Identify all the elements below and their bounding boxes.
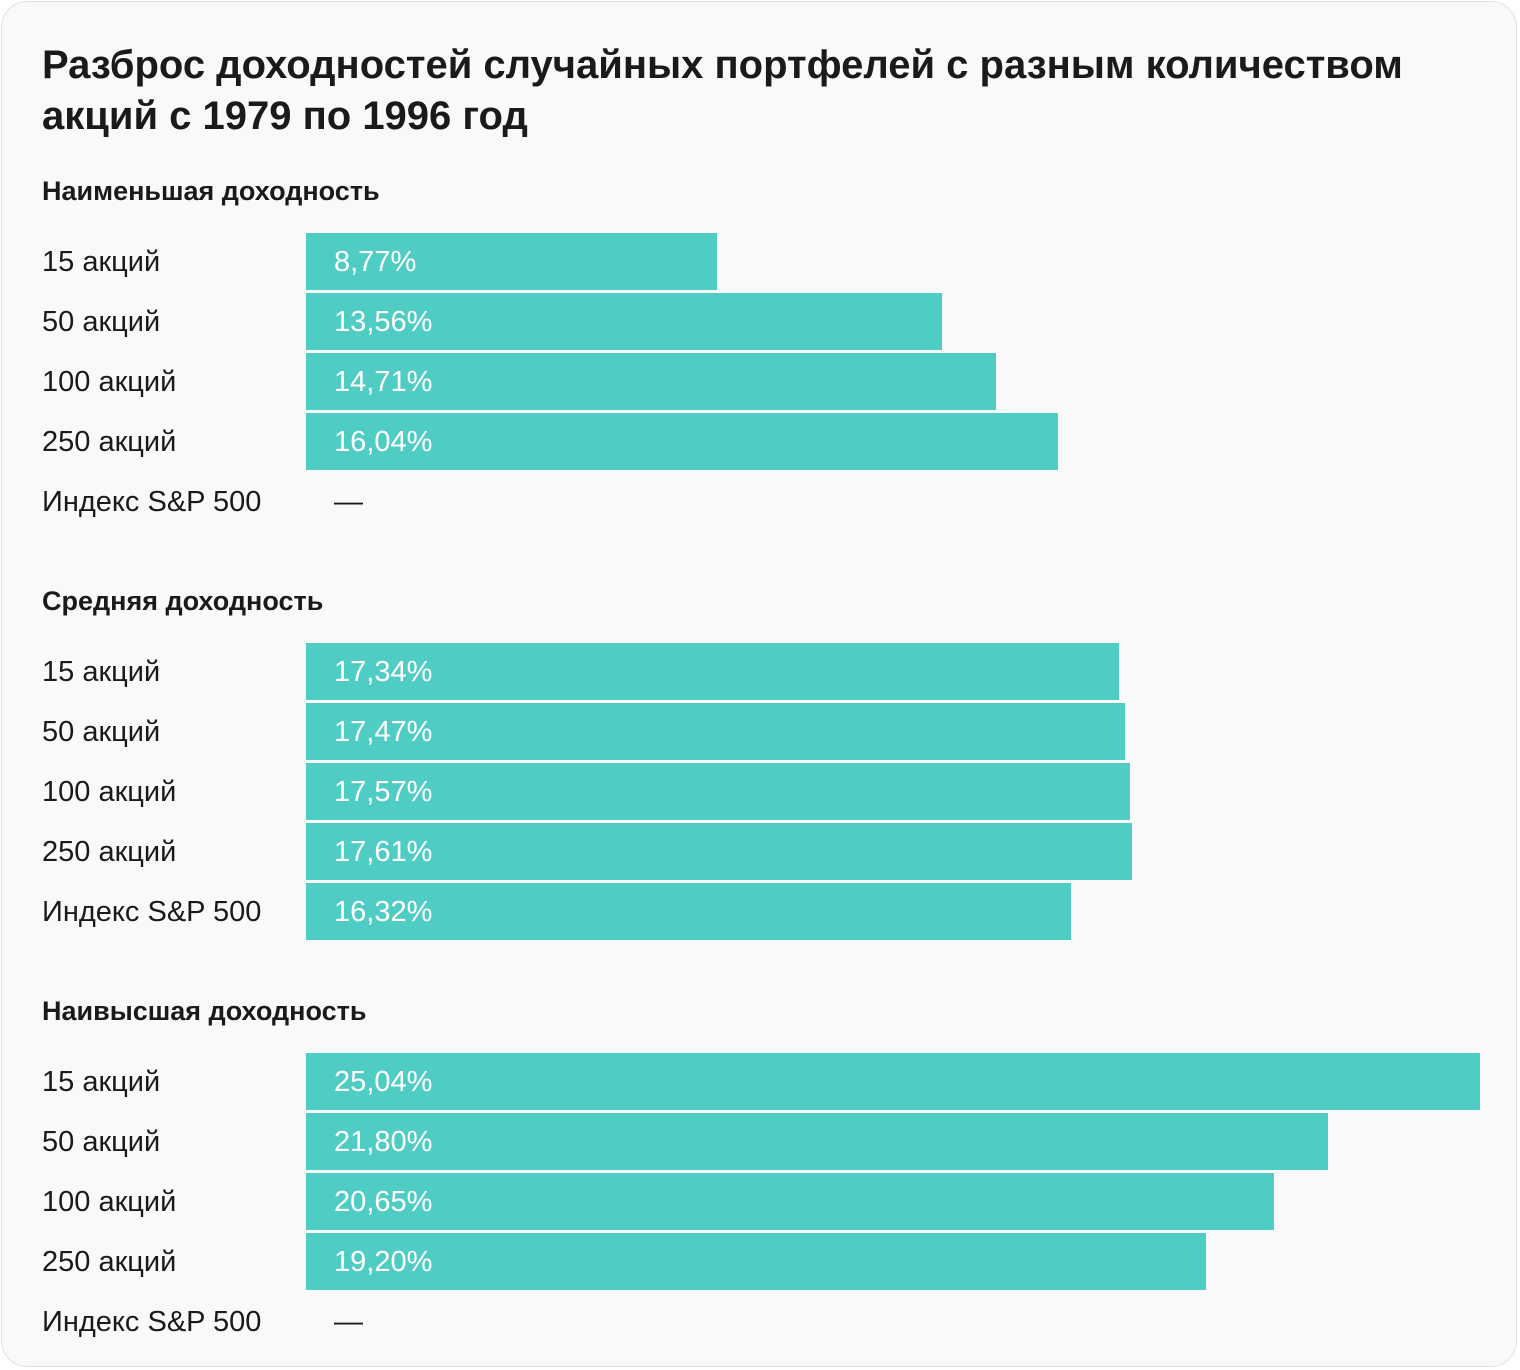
data-label: 8,77% <box>334 246 417 278</box>
data-label: 14,71% <box>334 366 433 398</box>
bar <box>306 293 942 350</box>
bar-row: Индекс S&P 500 16,32% <box>2 882 1518 942</box>
category-label: 250 акций <box>42 426 177 458</box>
bar <box>306 823 1132 880</box>
bar <box>306 413 1058 470</box>
data-label: 21,80% <box>334 1126 433 1158</box>
category-label: 100 акций <box>42 366 177 398</box>
bar-row: 50 акций 13,56% <box>2 292 1518 352</box>
category-label: 15 акций <box>42 246 161 278</box>
data-label: 17,47% <box>334 716 433 748</box>
category-label: 15 акций <box>42 656 161 688</box>
category-label: 100 акций <box>42 776 177 808</box>
bar-row: 250 акций 17,61% <box>2 822 1518 882</box>
data-label: 20,65% <box>334 1186 433 1218</box>
data-label: 17,61% <box>334 836 433 868</box>
category-label: 250 акций <box>42 836 177 868</box>
data-label: 17,57% <box>334 776 433 808</box>
bar <box>306 763 1130 820</box>
bar <box>306 883 1071 940</box>
bar-row: Индекс S&P 500 — <box>2 1292 1518 1352</box>
data-label: 13,56% <box>334 306 433 338</box>
bar <box>306 1053 1480 1110</box>
data-label: — <box>334 486 363 518</box>
data-label: 16,04% <box>334 426 433 458</box>
section-title: Наивысшая доходность <box>42 996 367 1026</box>
section-title: Средняя доходность <box>42 586 324 616</box>
category-label: 50 акций <box>42 1126 161 1158</box>
data-label: — <box>334 1306 363 1338</box>
bar-row: 250 акций 19,20% <box>2 1232 1518 1292</box>
category-label: Индекс S&P 500 <box>42 1306 262 1338</box>
category-label: 50 акций <box>42 306 161 338</box>
data-label: 19,20% <box>334 1246 433 1278</box>
bar-row: 100 акций 17,57% <box>2 762 1518 822</box>
bar-row: 250 акций 16,04% <box>2 412 1518 472</box>
bar <box>306 1233 1206 1290</box>
chart-title: Разброс доходностей случайных портфелей … <box>42 43 1403 138</box>
bar <box>306 233 717 290</box>
category-label: 50 акций <box>42 716 161 748</box>
category-label: Индекс S&P 500 <box>42 486 262 518</box>
bar-row: Индекс S&P 500 — <box>2 472 1518 532</box>
bar-row: 15 акций 17,34% <box>2 642 1518 702</box>
category-label: 15 акций <box>42 1066 161 1098</box>
bar <box>306 1113 1328 1170</box>
bar <box>306 353 996 410</box>
category-label: 250 акций <box>42 1246 177 1278</box>
category-label: 100 акций <box>42 1186 177 1218</box>
bar-row: 15 акций 25,04% <box>2 1052 1518 1112</box>
bar-row: 50 акций 21,80% <box>2 1112 1518 1172</box>
bar-row: 100 акций 14,71% <box>2 352 1518 412</box>
data-label: 25,04% <box>334 1066 433 1098</box>
bar <box>306 1173 1274 1230</box>
bar-row: 100 акций 20,65% <box>2 1172 1518 1232</box>
bar-row: 15 акций 8,77% <box>2 232 1518 292</box>
bar-row: 50 акций 17,47% <box>2 702 1518 762</box>
bar <box>306 703 1125 760</box>
data-label: 16,32% <box>334 896 433 928</box>
section-title: Наименьшая доходность <box>42 176 380 206</box>
bar <box>306 643 1119 700</box>
data-label: 17,34% <box>334 656 433 688</box>
category-label: Индекс S&P 500 <box>42 896 262 928</box>
